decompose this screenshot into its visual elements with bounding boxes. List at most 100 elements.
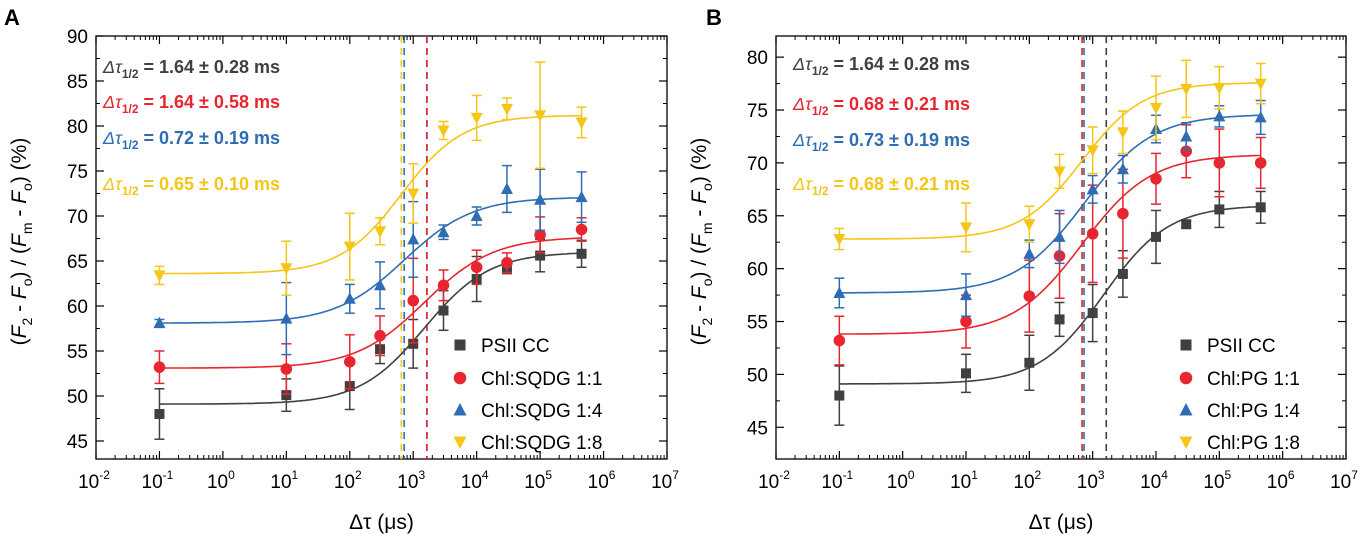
x-tick-base: 10 [334, 472, 355, 493]
half-time-annotation: Δτ1/2 = 1.64 ± 0.28 ms [102, 57, 280, 81]
data-point [576, 191, 588, 203]
x-axis-label: Δτ (μs) [1029, 511, 1094, 534]
x-axis-label: Δτ (μs) [349, 511, 414, 534]
legend-label: Chl:SQDG 1:4 [481, 401, 603, 422]
half-time-annotation: Δτ1/2 = 0.68 ± 0.21 ms [792, 94, 970, 118]
annotation-subscript: 1/2 [122, 184, 139, 198]
ylabel-part: o [19, 183, 35, 191]
figure: 10-210-110010110210310410510610745505560… [0, 0, 1363, 535]
x-tick-base: 10 [142, 472, 163, 493]
data-point [1117, 208, 1129, 220]
data-point [501, 183, 513, 195]
x-tick-base: 10 [461, 472, 482, 493]
x-tick-label: 107 [651, 468, 679, 493]
x-tick-base: 10 [887, 472, 908, 493]
data-point [1213, 83, 1225, 95]
ylabel-part: ( [688, 338, 711, 345]
annotation-symbol: Δτ [792, 174, 813, 194]
x-tick-exponent: 6 [1288, 468, 1295, 482]
annotation-symbol: Δτ [102, 174, 123, 194]
x-tick-base: 10 [397, 472, 418, 493]
y-tick-value: 45 [67, 432, 88, 453]
annotation-value: = 0.65 ± 0.10 ms [139, 174, 280, 194]
x-tick-label: 107 [1330, 468, 1358, 493]
legend-marker [455, 340, 466, 351]
y-tick-label: 80 [747, 48, 768, 69]
x-tick-base: 10 [1140, 472, 1161, 493]
data-point [154, 409, 164, 419]
data-point [344, 292, 356, 304]
ylabel-part: - [688, 299, 711, 318]
y-tick-label: 60 [67, 297, 88, 318]
x-tick-base: 10 [588, 472, 609, 493]
data-point [576, 117, 588, 128]
ylabel-part: ) / ( [688, 247, 711, 279]
data-point [154, 361, 166, 373]
x-tick-exponent: -1 [843, 468, 854, 482]
legend-marker [1180, 403, 1193, 416]
x-tick-exponent: 2 [355, 468, 362, 482]
data-point [961, 368, 971, 378]
data-point [1255, 79, 1267, 91]
annotation-symbol: Δτ [102, 57, 123, 77]
ylabel-part: 2 [19, 318, 35, 326]
x-tick-label: 104 [461, 468, 489, 493]
x-tick-base: 10 [1077, 472, 1098, 493]
panel-letter: A [4, 5, 20, 30]
y-tick-label: 85 [67, 72, 88, 93]
annotation-value: = 0.68 ± 0.21 ms [829, 94, 970, 114]
data-point [960, 222, 972, 234]
data-point [1151, 232, 1161, 242]
y-tick-value: 55 [747, 313, 768, 334]
annotation-symbol: Δτ [102, 128, 123, 148]
ylabel-part: m [19, 222, 35, 234]
data-point [1214, 157, 1226, 169]
data-point [1087, 228, 1099, 240]
ylabel-part: ( [8, 338, 31, 345]
y-tick-value: 45 [747, 418, 768, 439]
data-point [501, 257, 513, 269]
legend-label-text: Chl:SQDG 1:4 [481, 401, 603, 422]
x-tick-label: 10-2 [78, 468, 110, 493]
y-tick-value: 50 [747, 365, 768, 386]
half-time-annotation: Δτ1/2 = 0.72 ± 0.19 ms [102, 128, 280, 152]
annotation-value: = 0.72 ± 0.19 ms [139, 128, 280, 148]
legend-label: Chl:PG 1:1 [1207, 369, 1300, 390]
legend-label: PSII CC [1207, 336, 1276, 357]
x-tick-exponent: 3 [418, 468, 425, 482]
ylabel-part: - [688, 204, 711, 223]
x-tick-base: 10 [1013, 472, 1034, 493]
annotation-subscript: 1/2 [122, 138, 139, 152]
y-tick-label: 90 [67, 27, 88, 48]
x-tick-label: 105 [1203, 468, 1231, 493]
data-point [1180, 84, 1192, 96]
data-point [1023, 219, 1035, 231]
ylabel-part: ) (%) [688, 138, 711, 184]
data-point [437, 126, 449, 138]
x-tick-exponent: 2 [1035, 468, 1042, 482]
x-tick-base: 10 [950, 472, 971, 493]
data-point [501, 104, 513, 116]
annotation-value: = 1.64 ± 0.28 ms [829, 54, 970, 74]
y-tick-label: 80 [67, 117, 88, 138]
x-tick-exponent: 4 [1161, 468, 1168, 482]
x-tick-label: 10-1 [142, 468, 174, 493]
data-point [407, 295, 419, 307]
data-point [344, 356, 356, 368]
y-tick-value: 60 [67, 297, 88, 318]
annotation-value: = 1.64 ± 0.58 ms [139, 92, 280, 112]
data-point [1088, 308, 1098, 318]
x-tick-label: 100 [887, 468, 915, 493]
x-tick-exponent: 1 [292, 468, 299, 482]
fit-curve [839, 207, 1260, 384]
legend-label-text: Chl:SQDG 1:1 [481, 369, 602, 390]
ylabel-part: o [19, 278, 35, 286]
x-tick-base: 10 [651, 472, 672, 493]
x-tick-label: 106 [588, 468, 616, 493]
x-tick-base: 10 [1267, 472, 1288, 493]
ylabel-part: m [699, 222, 715, 234]
half-time-annotation: Δτ1/2 = 1.64 ± 0.28 ms [792, 54, 970, 78]
data-point [1255, 111, 1267, 123]
data-point [1150, 173, 1162, 185]
data-point [1055, 314, 1065, 324]
